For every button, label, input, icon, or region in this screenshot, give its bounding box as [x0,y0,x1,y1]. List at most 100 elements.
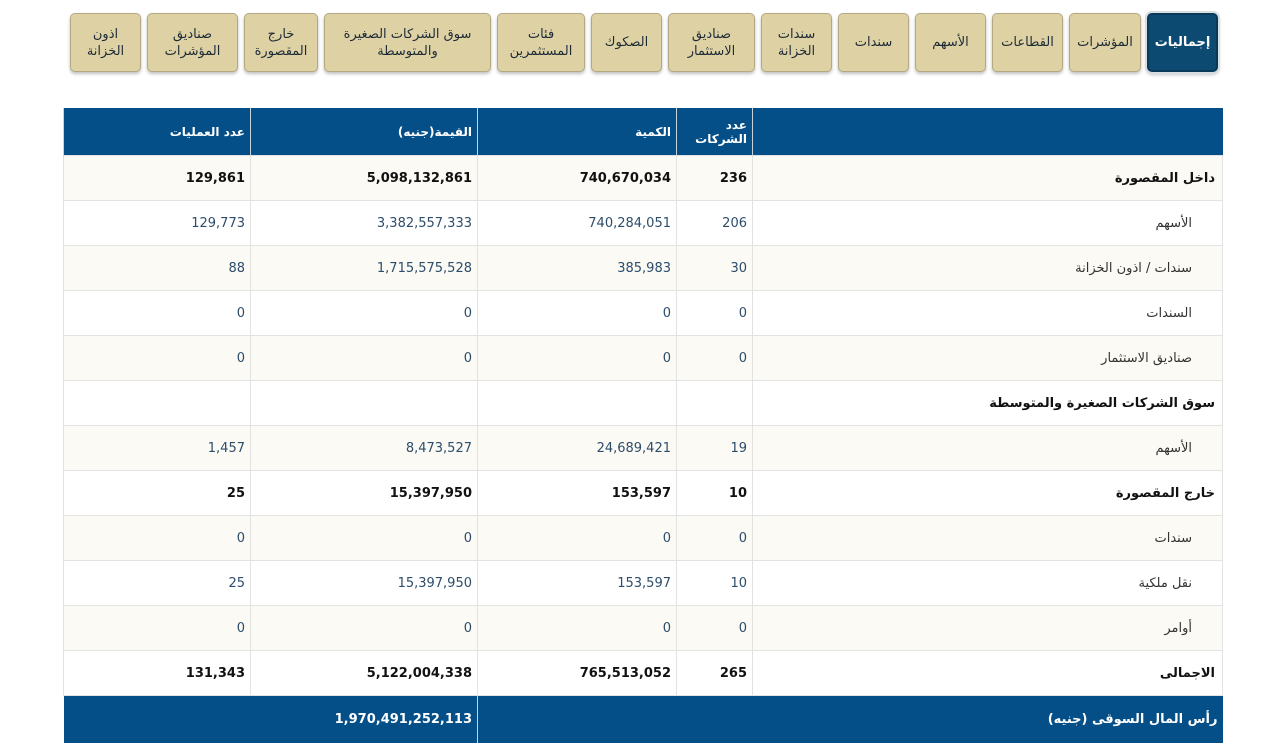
cell: 1,457 [63,425,251,471]
table-row: الأسهم 19 24,689,421 8,473,527 1,457 [63,425,1223,471]
tab[interactable]: صناديق المؤشرات [147,13,238,72]
column-header: عدد الشركات [676,108,753,156]
row-label: خارج المقصورة [752,470,1223,516]
row-label: السندات [752,290,1223,336]
column-header: عدد العمليات [63,108,251,156]
table-footer: رأس المال السوقى (جنيه) 1,970,491,252,11… [63,695,1223,743]
cell: 5,098,132,861 [250,155,478,201]
cell [250,380,478,426]
tab[interactable]: سندات الخزانة [761,13,832,72]
cell: 30 [676,245,753,291]
cell: 740,670,034 [477,155,677,201]
cell: 206 [676,200,753,246]
table-row: نقل ملكية 10 153,597 15,397,950 25 [63,560,1223,606]
cell: 0 [676,335,753,381]
table-body: داخل المقصورة 236 740,670,034 5,098,132,861… [63,155,1223,696]
tab-bar: إجماليات المؤشرات القطاعات الأسهم سندات سندات… [70,13,1218,72]
table-row: الأسهم 206 740,284,051 3,382,557,333 129,773 [63,200,1223,246]
table-row: السندات 0 0 0 0 [63,290,1223,336]
cell: 265 [676,650,753,696]
cell: 10 [676,470,753,516]
cell: 740,284,051 [477,200,677,246]
tab[interactable]: الصكوك [591,13,662,72]
row-label: داخل المقصورة [752,155,1223,201]
cell: 15,397,950 [250,560,478,606]
tab[interactable]: اذون الخزانة [70,13,141,72]
cell: 88 [63,245,251,291]
cell: 129,773 [63,200,251,246]
tab[interactable]: إجماليات [1147,13,1218,72]
cell: 131,343 [63,650,251,696]
tab[interactable]: فئات المستثمرين [497,13,585,72]
cell: 0 [63,335,251,381]
tab[interactable]: صناديق الاستثمار [668,13,755,72]
table-row: داخل المقصورة 236 740,670,034 5,098,132,861… [63,155,1223,201]
table-row: الاجمالى 265 765,513,052 5,122,004,338 131,3… [63,650,1223,696]
footer-value: 1,970,491,252,113 [63,695,478,743]
cell: 0 [477,515,677,561]
cell [676,380,753,426]
row-label: سندات / اذون الخزانة [752,245,1223,291]
column-header: القيمة(جنيه) [250,108,478,156]
cell: 0 [676,515,753,561]
summary-table: عدد الشركات الكمية القيمة(جنيه) عدد العمليا… [63,108,1223,743]
cell: 15,397,950 [250,470,478,516]
cell: 0 [63,605,251,651]
cell: 385,983 [477,245,677,291]
row-label: صناديق الاستثمار [752,335,1223,381]
cell: 0 [250,605,478,651]
header-row: عدد الشركات الكمية القيمة(جنيه) عدد العمليا… [63,108,1223,156]
header-cell [752,108,1223,156]
table-row: أوامر 0 0 0 0 [63,605,1223,651]
cell: 0 [63,515,251,561]
cell: 25 [63,560,251,606]
row-label: نقل ملكية [752,560,1223,606]
cell: 0 [477,605,677,651]
tab[interactable]: المؤشرات [1069,13,1141,72]
table-row: خارج المقصورة 10 153,597 15,397,950 25 [63,470,1223,516]
cell: 236 [676,155,753,201]
cell: 153,597 [477,470,677,516]
cell: 0 [676,290,753,336]
cell: 0 [477,335,677,381]
tab[interactable]: القطاعات [992,13,1063,72]
cell: 153,597 [477,560,677,606]
cell [477,380,677,426]
footer-label: رأس المال السوقى (جنيه) [477,695,1223,743]
cell: 5,122,004,338 [250,650,478,696]
row-label: الاجمالى [752,650,1223,696]
column-header: الكمية [477,108,677,156]
cell: 0 [63,290,251,336]
tab[interactable]: سوق الشركات الصغيرة والمتوسطة [324,13,491,72]
cell: 129,861 [63,155,251,201]
row-label: سندات [752,515,1223,561]
cell: 1,715,575,528 [250,245,478,291]
tab[interactable]: سندات [838,13,909,72]
table-row: سندات / اذون الخزانة 30 385,983 1,715,575,5… [63,245,1223,291]
tab[interactable]: الأسهم [915,13,986,72]
table-header: عدد الشركات الكمية القيمة(جنيه) عدد العمليا… [63,108,1223,156]
cell: 24,689,421 [477,425,677,471]
cell: 3,382,557,333 [250,200,478,246]
row-label: الأسهم [752,425,1223,471]
row-label: سوق الشركات الصغيرة والمتوسطة [752,380,1223,426]
cell: 0 [250,290,478,336]
cell: 0 [676,605,753,651]
table-row: صناديق الاستثمار 0 0 0 0 [63,335,1223,381]
cell: 0 [477,290,677,336]
footer-row: رأس المال السوقى (جنيه) 1,970,491,252,11… [63,695,1223,743]
cell [63,380,251,426]
row-label: الأسهم [752,200,1223,246]
cell: 10 [676,560,753,606]
table-row: سندات 0 0 0 0 [63,515,1223,561]
cell: 0 [250,515,478,561]
cell: 8,473,527 [250,425,478,471]
tab[interactable]: خارج المقصورة [244,13,318,72]
cell: 19 [676,425,753,471]
row-label: أوامر [752,605,1223,651]
cell: 25 [63,470,251,516]
table-row: سوق الشركات الصغيرة والمتوسطة [63,380,1223,426]
cell: 765,513,052 [477,650,677,696]
